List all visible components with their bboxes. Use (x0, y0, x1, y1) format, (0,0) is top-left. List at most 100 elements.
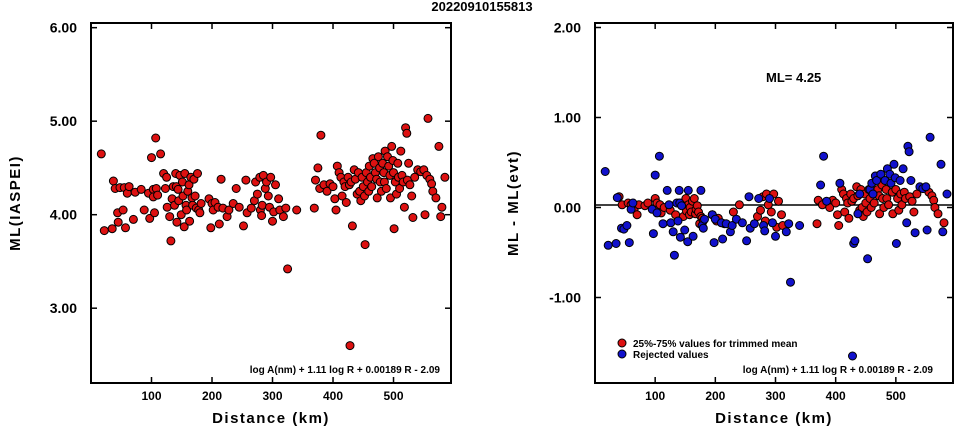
right-series0-point-41 (734, 200, 744, 210)
left-series0-point-100 (283, 264, 293, 274)
left-series0-point-96 (274, 194, 284, 204)
right-ytick-label-1: 0.00 (554, 200, 581, 216)
right-series1-point-87 (910, 228, 920, 238)
right-series1-point-82 (898, 164, 908, 174)
left-series0-point-6 (113, 217, 123, 227)
left-series0-point-72 (224, 205, 234, 215)
left-series0-point-186 (427, 179, 437, 189)
right-series1-point-0 (600, 167, 610, 176)
right-xtick-label-0: 100 (645, 389, 665, 403)
right-series1-point-52 (765, 194, 774, 203)
right-series1-point-58 (795, 221, 805, 230)
left-series0-point-45 (179, 222, 189, 232)
right-series1-point-28 (683, 237, 693, 247)
left-series0-point-104 (313, 163, 323, 173)
left-series0-point-68 (214, 219, 224, 229)
right-series1-point-73 (876, 169, 886, 179)
right-series1-point-67 (863, 254, 873, 264)
right-series1-point-83 (902, 218, 912, 228)
right-series1-point-56 (784, 219, 794, 229)
right-series1-point-66 (855, 189, 865, 199)
left-series0-point-144 (372, 193, 382, 203)
left-series0-point-85 (257, 211, 267, 221)
left-series0-point-2 (107, 224, 117, 234)
left-series0-point-95 (271, 180, 280, 190)
left-series0-point-86 (257, 200, 267, 210)
legend-rejected-marker (617, 349, 627, 359)
right-series1-point-44 (737, 218, 747, 228)
right-ticks: 100 200 300 400 500 -1.00 0.00 1.00 2.00 (549, 20, 953, 403)
left-series0-point-108 (322, 186, 332, 196)
right-series0-point-105 (907, 196, 917, 206)
right-series1-point-13 (652, 208, 662, 218)
legend-kept-label: 25%-75% values for trimmed mean (633, 339, 798, 350)
right-series1-point-17 (664, 200, 674, 210)
left-x-axis-label: Distance (km) (212, 410, 330, 427)
right-marks (600, 132, 952, 361)
right-series0-point-113 (939, 218, 949, 228)
right-ytick-label-0: -1.00 (549, 290, 581, 306)
right-series0-point-43 (756, 205, 765, 215)
left-series0-point-145 (373, 152, 383, 162)
left-series0-point-15 (136, 184, 146, 194)
left-series0-point-76 (239, 221, 248, 231)
right-series1-point-26 (677, 201, 687, 211)
left-series0-point-93 (268, 216, 277, 226)
left-series0-point-32 (166, 236, 176, 246)
right-panel: 100 200 300 400 500 -1.00 0.00 1.00 2.00 ML= 4.2… (505, 20, 954, 427)
left-series0-point-16 (139, 205, 149, 215)
left-series0-point-26 (156, 149, 166, 159)
right-xtick-label-1: 200 (705, 389, 725, 403)
left-series0-point-69 (216, 174, 226, 184)
right-series0-point-67 (844, 213, 854, 223)
left-series0-point-167 (396, 146, 406, 156)
left-series0-point-174 (404, 158, 414, 168)
right-series1-point-81 (895, 176, 905, 185)
left-series0-point-190 (436, 212, 446, 222)
left-series0-point-60 (195, 208, 205, 218)
left-series0-point-90 (263, 191, 273, 201)
right-series1-point-70 (868, 189, 878, 199)
right-series1-point-14 (654, 151, 664, 161)
right-series0-point-84 (869, 198, 879, 208)
left-series0-point-103 (311, 175, 320, 185)
right-ytick-label-2: 1.00 (554, 110, 581, 126)
left-series0-point-178 (410, 172, 420, 182)
right-series0-point-59 (831, 198, 841, 208)
left-series0-point-177 (408, 213, 418, 222)
left-series0-point-112 (331, 205, 341, 215)
left-series0-point-18 (145, 213, 155, 223)
right-series1-point-48 (749, 219, 759, 229)
left-series0-point-193 (345, 341, 355, 351)
left-series0-point-106 (316, 130, 326, 140)
right-series1-point-36 (709, 238, 719, 248)
left-series0-point-30 (162, 202, 172, 212)
right-series1-point-51 (760, 226, 770, 236)
left-series0-point-111 (330, 194, 340, 204)
left-formula: log A(nm) + 1.11 log R + 0.00189 R - 2.0… (250, 365, 441, 376)
left-series0-point-79 (246, 203, 256, 213)
left-series0-point-191 (437, 202, 447, 212)
right-series1-point-20 (669, 250, 679, 260)
left-series0-point-188 (431, 193, 441, 203)
right-series1-point-85 (904, 147, 914, 157)
right-series1-point-33 (698, 223, 708, 233)
right-series1-point-34 (700, 214, 709, 224)
left-series0-point-12 (124, 182, 134, 192)
left-series0-point-58 (193, 169, 202, 178)
right-series1-point-60 (819, 151, 829, 161)
right-series1-point-95 (942, 189, 952, 199)
left-series0-point-1 (99, 226, 109, 236)
left-series0-point-133 (360, 240, 370, 250)
left-series0-point-176 (407, 191, 417, 201)
left-series0-point-13 (128, 214, 138, 224)
right-series0-point-54 (812, 219, 822, 229)
left-ytick-label-3: 6.00 (50, 20, 77, 36)
right-series1-point-91 (922, 225, 932, 235)
left-series0-point-99 (281, 203, 291, 213)
left-series0-point-110 (328, 182, 338, 192)
left-xtick-label-0: 100 (141, 389, 161, 403)
right-series1-point-19 (668, 227, 678, 237)
left-ticks: 100 200 300 400 500 3.00 4.00 5.00 6.00 (50, 20, 451, 403)
left-series0-point-63 (206, 223, 216, 233)
